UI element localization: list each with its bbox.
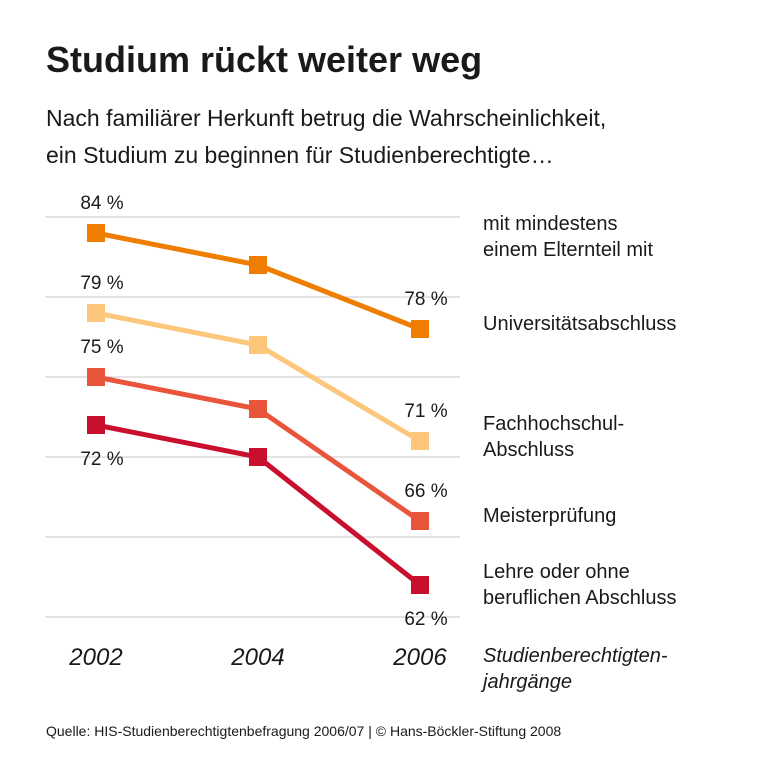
data-label: 72 % — [80, 449, 123, 470]
data-point — [87, 304, 105, 322]
legend-label: Lehre oder ohne beruflichen Abschluss — [483, 561, 676, 609]
data-point — [411, 432, 429, 450]
data-point — [249, 336, 267, 354]
data-label: 66 % — [404, 481, 447, 502]
legend-label: Fachhochschul-Abschluss — [483, 413, 624, 461]
data-label: 79 % — [80, 273, 123, 294]
subtitle: Nach familiärer Herkunft betrug die Wahr… — [46, 105, 606, 168]
x-tick-label: 2002 — [68, 644, 122, 671]
data-label: 75 % — [80, 337, 123, 358]
x-tick-label: 2006 — [392, 644, 447, 671]
x-axis-label: Studienberechtigten-jahrgänge — [480, 645, 668, 693]
source: Quelle: HIS-Studienberechtigtenbefragung… — [46, 723, 561, 739]
legend-label: Meisterprüfung — [483, 505, 616, 527]
data-label: 78 % — [404, 289, 447, 310]
chart-title: Studium rückt weiter weg — [46, 39, 482, 80]
data-point — [87, 224, 105, 242]
data-point — [411, 576, 429, 594]
legend-label: Universitätsabschluss — [483, 313, 676, 335]
data-label: 62 % — [404, 609, 447, 630]
data-point — [411, 320, 429, 338]
data-point — [249, 400, 267, 418]
data-point — [87, 368, 105, 386]
data-point — [87, 416, 105, 434]
data-label: 71 % — [404, 401, 447, 422]
data-label: 84 % — [80, 193, 123, 214]
x-tick-label: 2004 — [230, 644, 284, 671]
legend-title: mit mindestens einem Elternteil mit — [483, 213, 654, 261]
data-point — [249, 256, 267, 274]
data-point — [411, 512, 429, 530]
data-point — [249, 448, 267, 466]
